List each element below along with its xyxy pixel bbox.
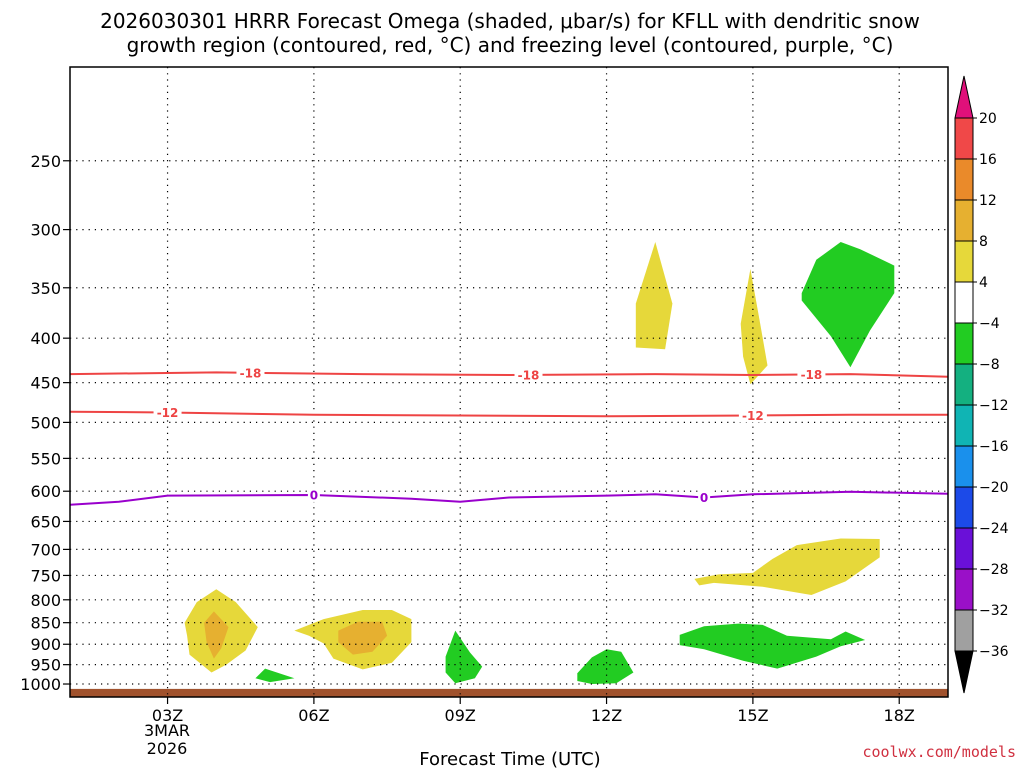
colorbar-box-7: [954, 363, 974, 406]
x-axis-title: Forecast Time (UTC): [419, 749, 600, 768]
chart-title-line-1: 2026030301 HRRR Forecast Omega (shaded, …: [100, 9, 920, 33]
x-tick-label-12Z: 12Z: [591, 706, 622, 725]
colorbar-label-12: −28: [979, 562, 1009, 578]
contour-label-bg-dendritic-12-1: [153, 405, 182, 420]
contour-label-bg-freezing-level-1: [307, 487, 320, 502]
colorbar-box-12: [954, 568, 974, 611]
y-tick-label-450: 450: [30, 374, 61, 393]
colorbar-box-9: [954, 445, 974, 488]
contour-label-dendritic-12-1: -12: [157, 406, 179, 420]
contour-label-bg-dendritic-12-2: [738, 408, 767, 423]
contour-label-freezing-level-1: 0: [310, 488, 318, 502]
colorbar-label-11: −24: [979, 521, 1009, 537]
colorbar: 20 16 12 8 4 −4 −8 −12 −16 −20 −24 −28 −32 −36: [954, 75, 1009, 694]
grid-lines: [70, 67, 948, 697]
x-tick-label-15Z: 15Z: [737, 706, 768, 725]
colorbar-label-9: −16: [979, 439, 1009, 455]
omega-region-6: [204, 611, 229, 659]
colorbar-top-arrow: [954, 75, 974, 119]
credit-text: coolwx.com/models: [862, 743, 1016, 761]
omega-region-9: [255, 668, 295, 683]
x-tick-label-06Z: 06Z: [298, 706, 329, 725]
y-tick-label-750: 750: [30, 566, 61, 585]
terrain-band: [70, 688, 948, 697]
y-tick-label-700: 700: [30, 540, 61, 559]
omega-region-11: [577, 649, 634, 684]
contour-label-dendritic-18-1: -18: [240, 366, 262, 380]
colorbar-box-3: [954, 199, 974, 242]
y-tick-label-400: 400: [30, 329, 61, 348]
y-tick-label-650: 650: [30, 512, 61, 531]
colorbar-label-2: 16: [979, 152, 997, 168]
colorbar-box-6: [954, 322, 974, 365]
contour-label-bg-freezing-level-2: [698, 490, 711, 505]
contour-freezing-level: [69, 490, 949, 506]
x-date-label-day: 3MAR: [144, 721, 190, 740]
colorbar-bottom-arrow: [954, 650, 974, 694]
colorbar-label-10: −20: [979, 480, 1009, 496]
y-tick-label-300: 300: [30, 221, 61, 240]
x-tick-label-03Z: 03Z: [152, 706, 183, 725]
y-tick-label-800: 800: [30, 591, 61, 610]
contour-dendritic-12: [69, 410, 948, 418]
contour-label-bg-dendritic-18-1: [236, 365, 265, 380]
y-tick-label-350: 350: [30, 279, 61, 298]
x-date-label-year: 2026: [147, 739, 188, 758]
colorbar-label-3: 12: [979, 193, 997, 209]
y-tick-label-950: 950: [30, 656, 61, 675]
colorbar-box-4: [954, 240, 974, 283]
colorbar-box-2: [954, 158, 974, 201]
omega-region-12: [679, 623, 866, 669]
time-axis: 03Z 06Z 09Z 12Z 15Z 18Z: [152, 697, 915, 725]
x-tick-label-18Z: 18Z: [884, 706, 915, 725]
pressure-axis: 250 300 350 400 450 500 550 600 650 700 750 800 850 9…: [20, 152, 70, 694]
omega-region-10: [445, 630, 483, 684]
omega-region-1: [635, 242, 673, 350]
colorbar-label-5: 4: [979, 275, 988, 291]
colorbar-box-10: [954, 486, 974, 529]
colorbar-box-13: [954, 609, 974, 652]
temperature-contours: -18 -18 -18 -12 -12 0 0: [69, 365, 949, 506]
colorbar-label-13: −32: [979, 603, 1009, 619]
y-tick-label-600: 600: [30, 482, 61, 501]
colorbar-label-8: −12: [979, 398, 1009, 414]
contour-label-bg-dendritic-18-3: [797, 367, 826, 382]
plot-frame: [69, 66, 949, 698]
colorbar-label-4: 8: [979, 234, 988, 250]
colorbar-box-11: [954, 527, 974, 570]
x-tick-label-09Z: 09Z: [445, 706, 476, 725]
omega-region-3: [801, 242, 895, 368]
y-tick-label-1000: 1000: [20, 675, 61, 694]
colorbar-label-1: 20: [979, 111, 997, 127]
y-tick-label-550: 550: [30, 449, 61, 468]
y-tick-label-900: 900: [30, 635, 61, 654]
omega-region-4: [694, 538, 880, 595]
colorbar-label-6: −4: [979, 316, 1000, 332]
y-tick-label-850: 850: [30, 614, 61, 633]
colorbar-label-7: −8: [979, 357, 1000, 373]
y-tick-label-250: 250: [30, 152, 61, 171]
colorbar-label-14: −36: [979, 644, 1009, 660]
colorbar-box-8: [954, 404, 974, 447]
omega-region-8: [338, 621, 388, 655]
colorbar-box-1: [954, 117, 974, 160]
y-tick-label-500: 500: [30, 413, 61, 432]
colorbar-box-5: [954, 281, 974, 324]
contour-label-dendritic-18-2: -18: [518, 368, 540, 382]
omega-shaded-regions: [184, 242, 895, 684]
omega-region-2: [740, 269, 768, 385]
contour-label-freezing-level-2: 0: [700, 491, 708, 505]
contour-label-bg-dendritic-18-2: [514, 367, 543, 382]
contour-label-dendritic-12-2: -12: [742, 409, 764, 423]
contour-label-dendritic-18-3: -18: [801, 368, 823, 382]
chart-title-line-2: growth region (contoured, red, °C) and f…: [127, 33, 894, 57]
